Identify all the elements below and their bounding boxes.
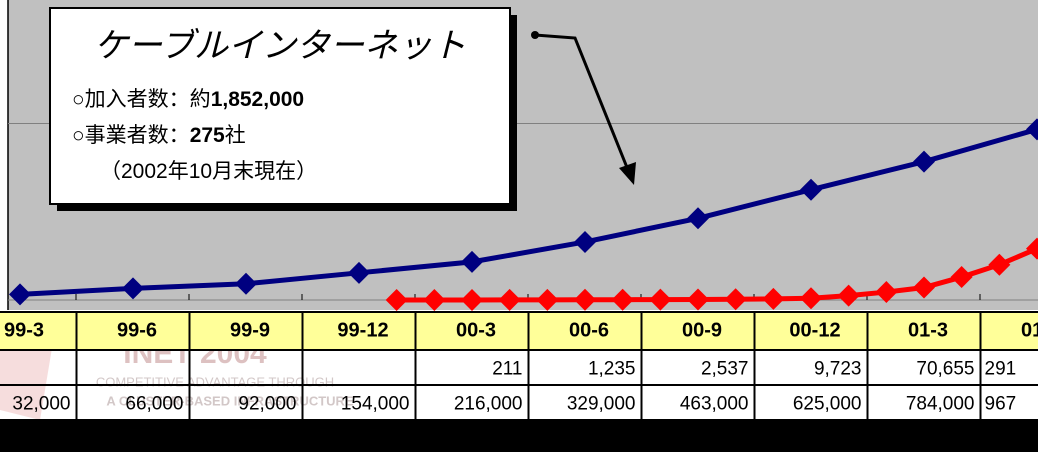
marker — [687, 288, 709, 311]
table-header: 99-6 — [117, 319, 157, 341]
callout-value: 275 — [190, 124, 225, 147]
callout-label: ○加入者数：約 — [72, 88, 211, 111]
table-header: 00-3 — [456, 319, 496, 341]
marker — [574, 230, 596, 253]
marker — [122, 277, 144, 300]
callout-label: ○事業者数： — [72, 124, 190, 147]
callout-line: ○事業者数：275社 — [72, 124, 246, 147]
marker — [348, 261, 370, 284]
marker — [1026, 237, 1038, 260]
table-cell: 329,000 — [567, 394, 636, 415]
marker — [423, 288, 446, 311]
marker — [461, 288, 483, 311]
marker — [536, 288, 559, 311]
callout-label: （2002年10月末現在） — [100, 160, 317, 183]
watermark-line: A CLUSTER-BASED INFRASTRUCTURE — [106, 393, 354, 408]
table-cell: 967 — [985, 394, 1017, 415]
table-cell: 2,537 — [701, 359, 749, 380]
marker — [988, 253, 1011, 276]
marker — [385, 289, 408, 311]
table-cell: 66,000 — [125, 394, 183, 415]
marker — [837, 284, 860, 307]
table-cell: 154,000 — [341, 394, 410, 415]
table-cell: 70,655 — [916, 359, 974, 380]
arrow-line — [534, 33, 630, 171]
callout-title: ケーブルインターネット — [94, 27, 466, 65]
marker — [9, 283, 31, 306]
table-header: 99-9 — [230, 319, 270, 341]
watermark-line: COMPETITIVE ADVANTAGE THROUGH — [96, 374, 334, 389]
table-cell: 625,000 — [793, 394, 862, 415]
marker — [461, 250, 483, 273]
series-line — [19, 126, 1038, 297]
marker — [235, 272, 257, 295]
marker — [611, 288, 634, 311]
table-cell: 211 — [492, 359, 522, 380]
callout-value: 1,852,000 — [211, 88, 304, 111]
callout-line: （2002年10月末現在） — [100, 160, 317, 183]
table-cell: 92,000 — [238, 394, 296, 415]
table-cell: 291 — [985, 359, 1017, 380]
table-header: 01-6 — [1021, 319, 1038, 341]
marker — [649, 288, 672, 311]
footer-band — [0, 420, 1038, 452]
marker — [800, 287, 822, 310]
marker — [574, 288, 596, 311]
arrow-head — [619, 162, 636, 185]
table-header: 00-12 — [789, 319, 840, 341]
marker — [800, 178, 822, 201]
table-header: 99-12 — [337, 319, 388, 341]
table-cell: 9,723 — [814, 359, 862, 380]
callout-line: ○加入者数：約1,852,000 — [72, 88, 304, 111]
table-cell: 216,000 — [454, 394, 523, 415]
callout-box — [49, 7, 511, 205]
marker — [913, 150, 935, 173]
table-cell: 784,000 — [906, 394, 975, 415]
table-header: 99-3 — [4, 319, 44, 341]
table-header: 00-6 — [569, 319, 609, 341]
table-cell: 463,000 — [680, 394, 749, 415]
table-cell: 1,235 — [588, 359, 636, 380]
marker — [913, 276, 935, 299]
table-cell: 32,000 — [12, 394, 70, 415]
marker — [498, 288, 521, 311]
table-header: 00-9 — [682, 319, 722, 341]
marker — [875, 281, 898, 304]
marker — [950, 266, 973, 289]
table-header-bg — [0, 312, 1038, 350]
marker — [762, 287, 785, 310]
marker — [724, 288, 747, 311]
marker — [687, 207, 709, 230]
callout-suffix: 社 — [225, 124, 246, 147]
table-header: 01-3 — [908, 319, 948, 341]
marker — [1026, 118, 1038, 141]
